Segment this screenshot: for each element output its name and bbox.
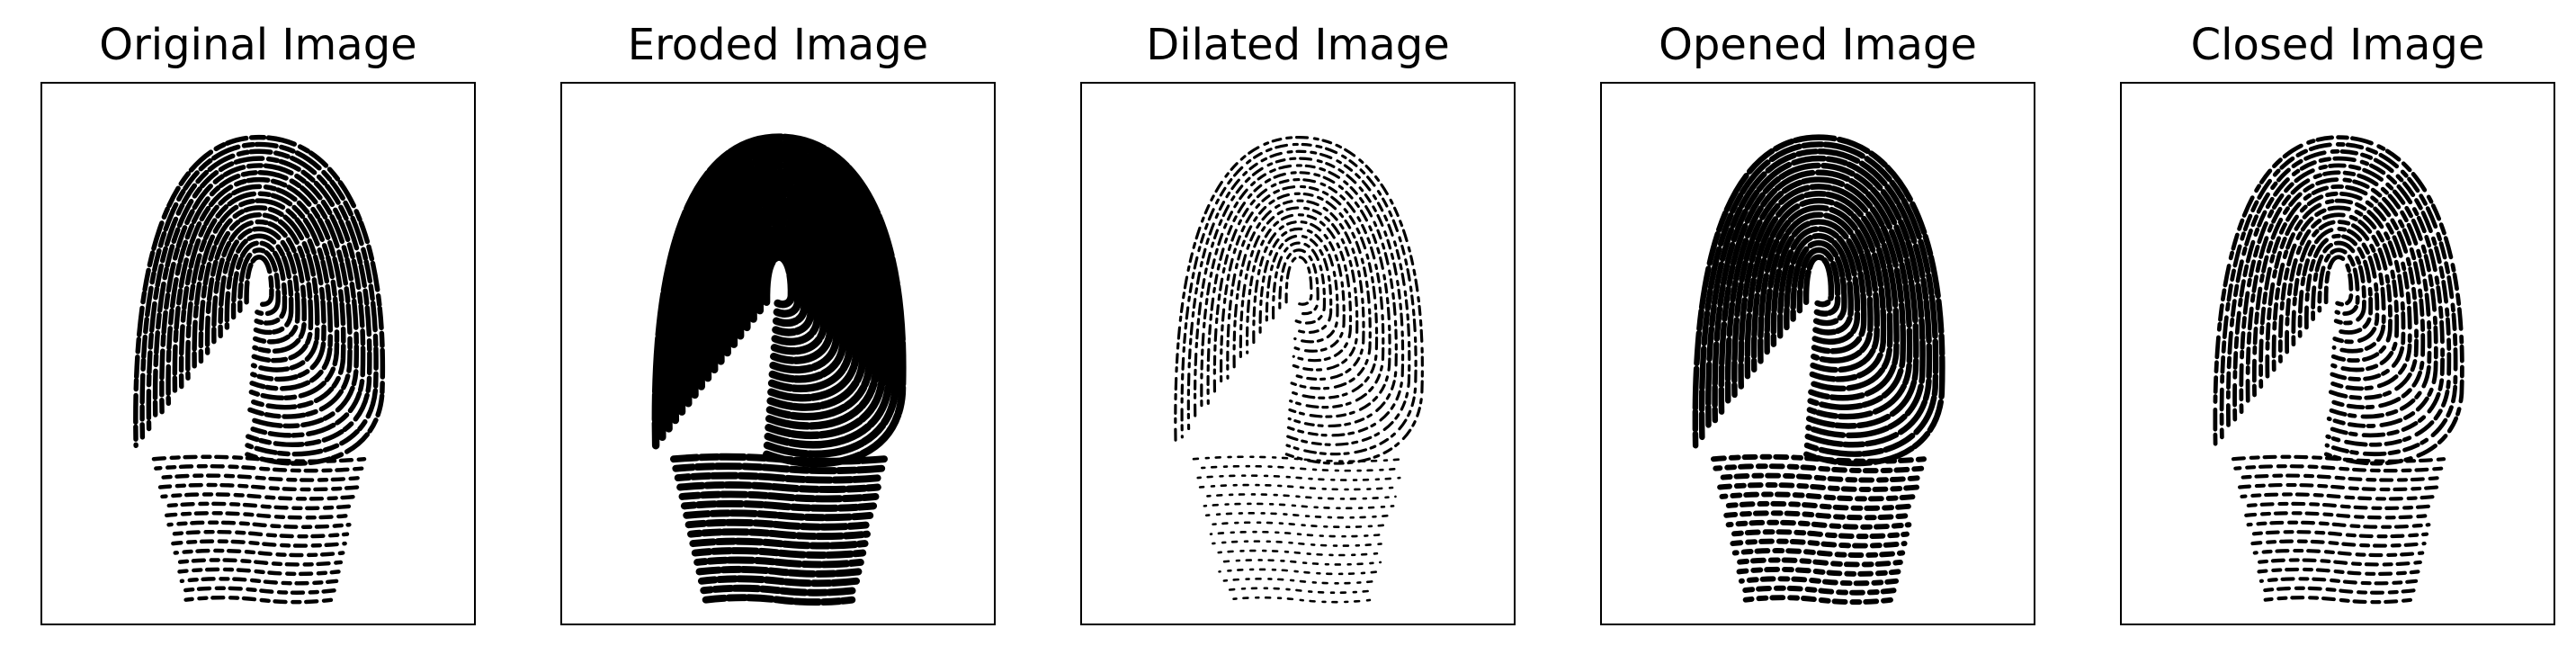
- fingerprint-dilated-image: [1174, 136, 1424, 604]
- image-frame-dilated: [1080, 82, 1516, 625]
- panel-title-original: Original Image: [99, 20, 417, 70]
- panel-eroded-image: Eroded Image: [560, 0, 996, 664]
- panel-original-image: Original Image: [40, 0, 476, 664]
- fingerprint-eroded-image: [651, 133, 907, 606]
- panel-title-dilated: Dilated Image: [1146, 20, 1450, 70]
- image-frame-closed: [2120, 82, 2555, 625]
- image-frame-original: [40, 82, 476, 625]
- panel-title-opened: Opened Image: [1659, 20, 1977, 70]
- fingerprint-opened-image: [1692, 134, 1945, 606]
- panel-opened-image: Opened Image: [1600, 0, 2035, 664]
- panel-title-eroded: Eroded Image: [627, 20, 929, 70]
- image-frame-eroded: [560, 82, 996, 625]
- panel-dilated-image: Dilated Image: [1080, 0, 1516, 664]
- fingerprint-closed-image: [2213, 135, 2464, 605]
- panel-title-closed: Closed Image: [2190, 20, 2485, 70]
- panel-closed-image: Closed Image: [2120, 0, 2555, 664]
- image-frame-opened: [1600, 82, 2035, 625]
- fingerprint-original-image: [133, 134, 386, 605]
